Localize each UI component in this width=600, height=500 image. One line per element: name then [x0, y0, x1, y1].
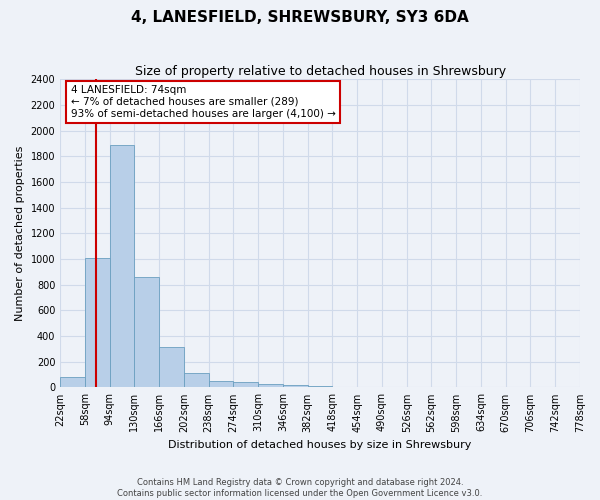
Text: 4 LANESFIELD: 74sqm
← 7% of detached houses are smaller (289)
93% of semi-detach: 4 LANESFIELD: 74sqm ← 7% of detached hou… — [71, 86, 335, 118]
Bar — [134, 277, 159, 388]
Bar — [283, 385, 308, 388]
Bar — [209, 381, 233, 388]
Bar — [233, 382, 258, 388]
Bar — [60, 377, 85, 388]
Bar — [159, 347, 184, 388]
Text: 4, LANESFIELD, SHREWSBURY, SY3 6DA: 4, LANESFIELD, SHREWSBURY, SY3 6DA — [131, 10, 469, 25]
Bar — [184, 372, 209, 388]
X-axis label: Distribution of detached houses by size in Shrewsbury: Distribution of detached houses by size … — [169, 440, 472, 450]
Bar — [308, 386, 332, 388]
Title: Size of property relative to detached houses in Shrewsbury: Size of property relative to detached ho… — [134, 65, 506, 78]
Text: Contains HM Land Registry data © Crown copyright and database right 2024.
Contai: Contains HM Land Registry data © Crown c… — [118, 478, 482, 498]
Bar — [110, 144, 134, 388]
Y-axis label: Number of detached properties: Number of detached properties — [15, 146, 25, 321]
Bar — [258, 384, 283, 388]
Bar — [85, 258, 110, 388]
